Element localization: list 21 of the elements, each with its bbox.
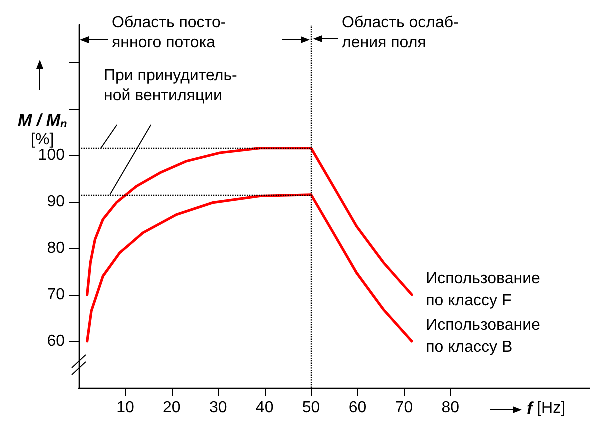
line-series — [86, 147, 414, 296]
line-series — [86, 194, 414, 343]
y-tick-label: 90 — [47, 193, 66, 210]
x-tick-label: 80 — [442, 400, 460, 416]
x-tick-label: 20 — [163, 400, 181, 416]
x-axis-title: f [Hz] — [527, 399, 566, 418]
x-tick-label: 30 — [209, 400, 228, 416]
y-tick-label: 70 — [47, 286, 66, 304]
x-tick-label: 40 — [256, 400, 274, 416]
x-tick-label: 50 — [302, 400, 320, 416]
annotation: При принудитель- ной вентиляции — [104, 68, 238, 104]
y-tick-label: 80 — [47, 240, 66, 257]
y-tick-label: 100 — [38, 146, 66, 164]
x-tick-label: 70 — [395, 400, 414, 416]
annotation: Область ослаб- ления поля — [342, 14, 459, 52]
x-tick-label: 10 — [116, 400, 134, 416]
series-label: Использование по классу B — [426, 316, 541, 356]
y-tick-label: 60 — [47, 332, 66, 350]
annotation: Область посто- янного потока — [112, 14, 226, 52]
x-tick-label: 60 — [348, 400, 367, 416]
series-label: Использование по классу F — [426, 270, 541, 310]
